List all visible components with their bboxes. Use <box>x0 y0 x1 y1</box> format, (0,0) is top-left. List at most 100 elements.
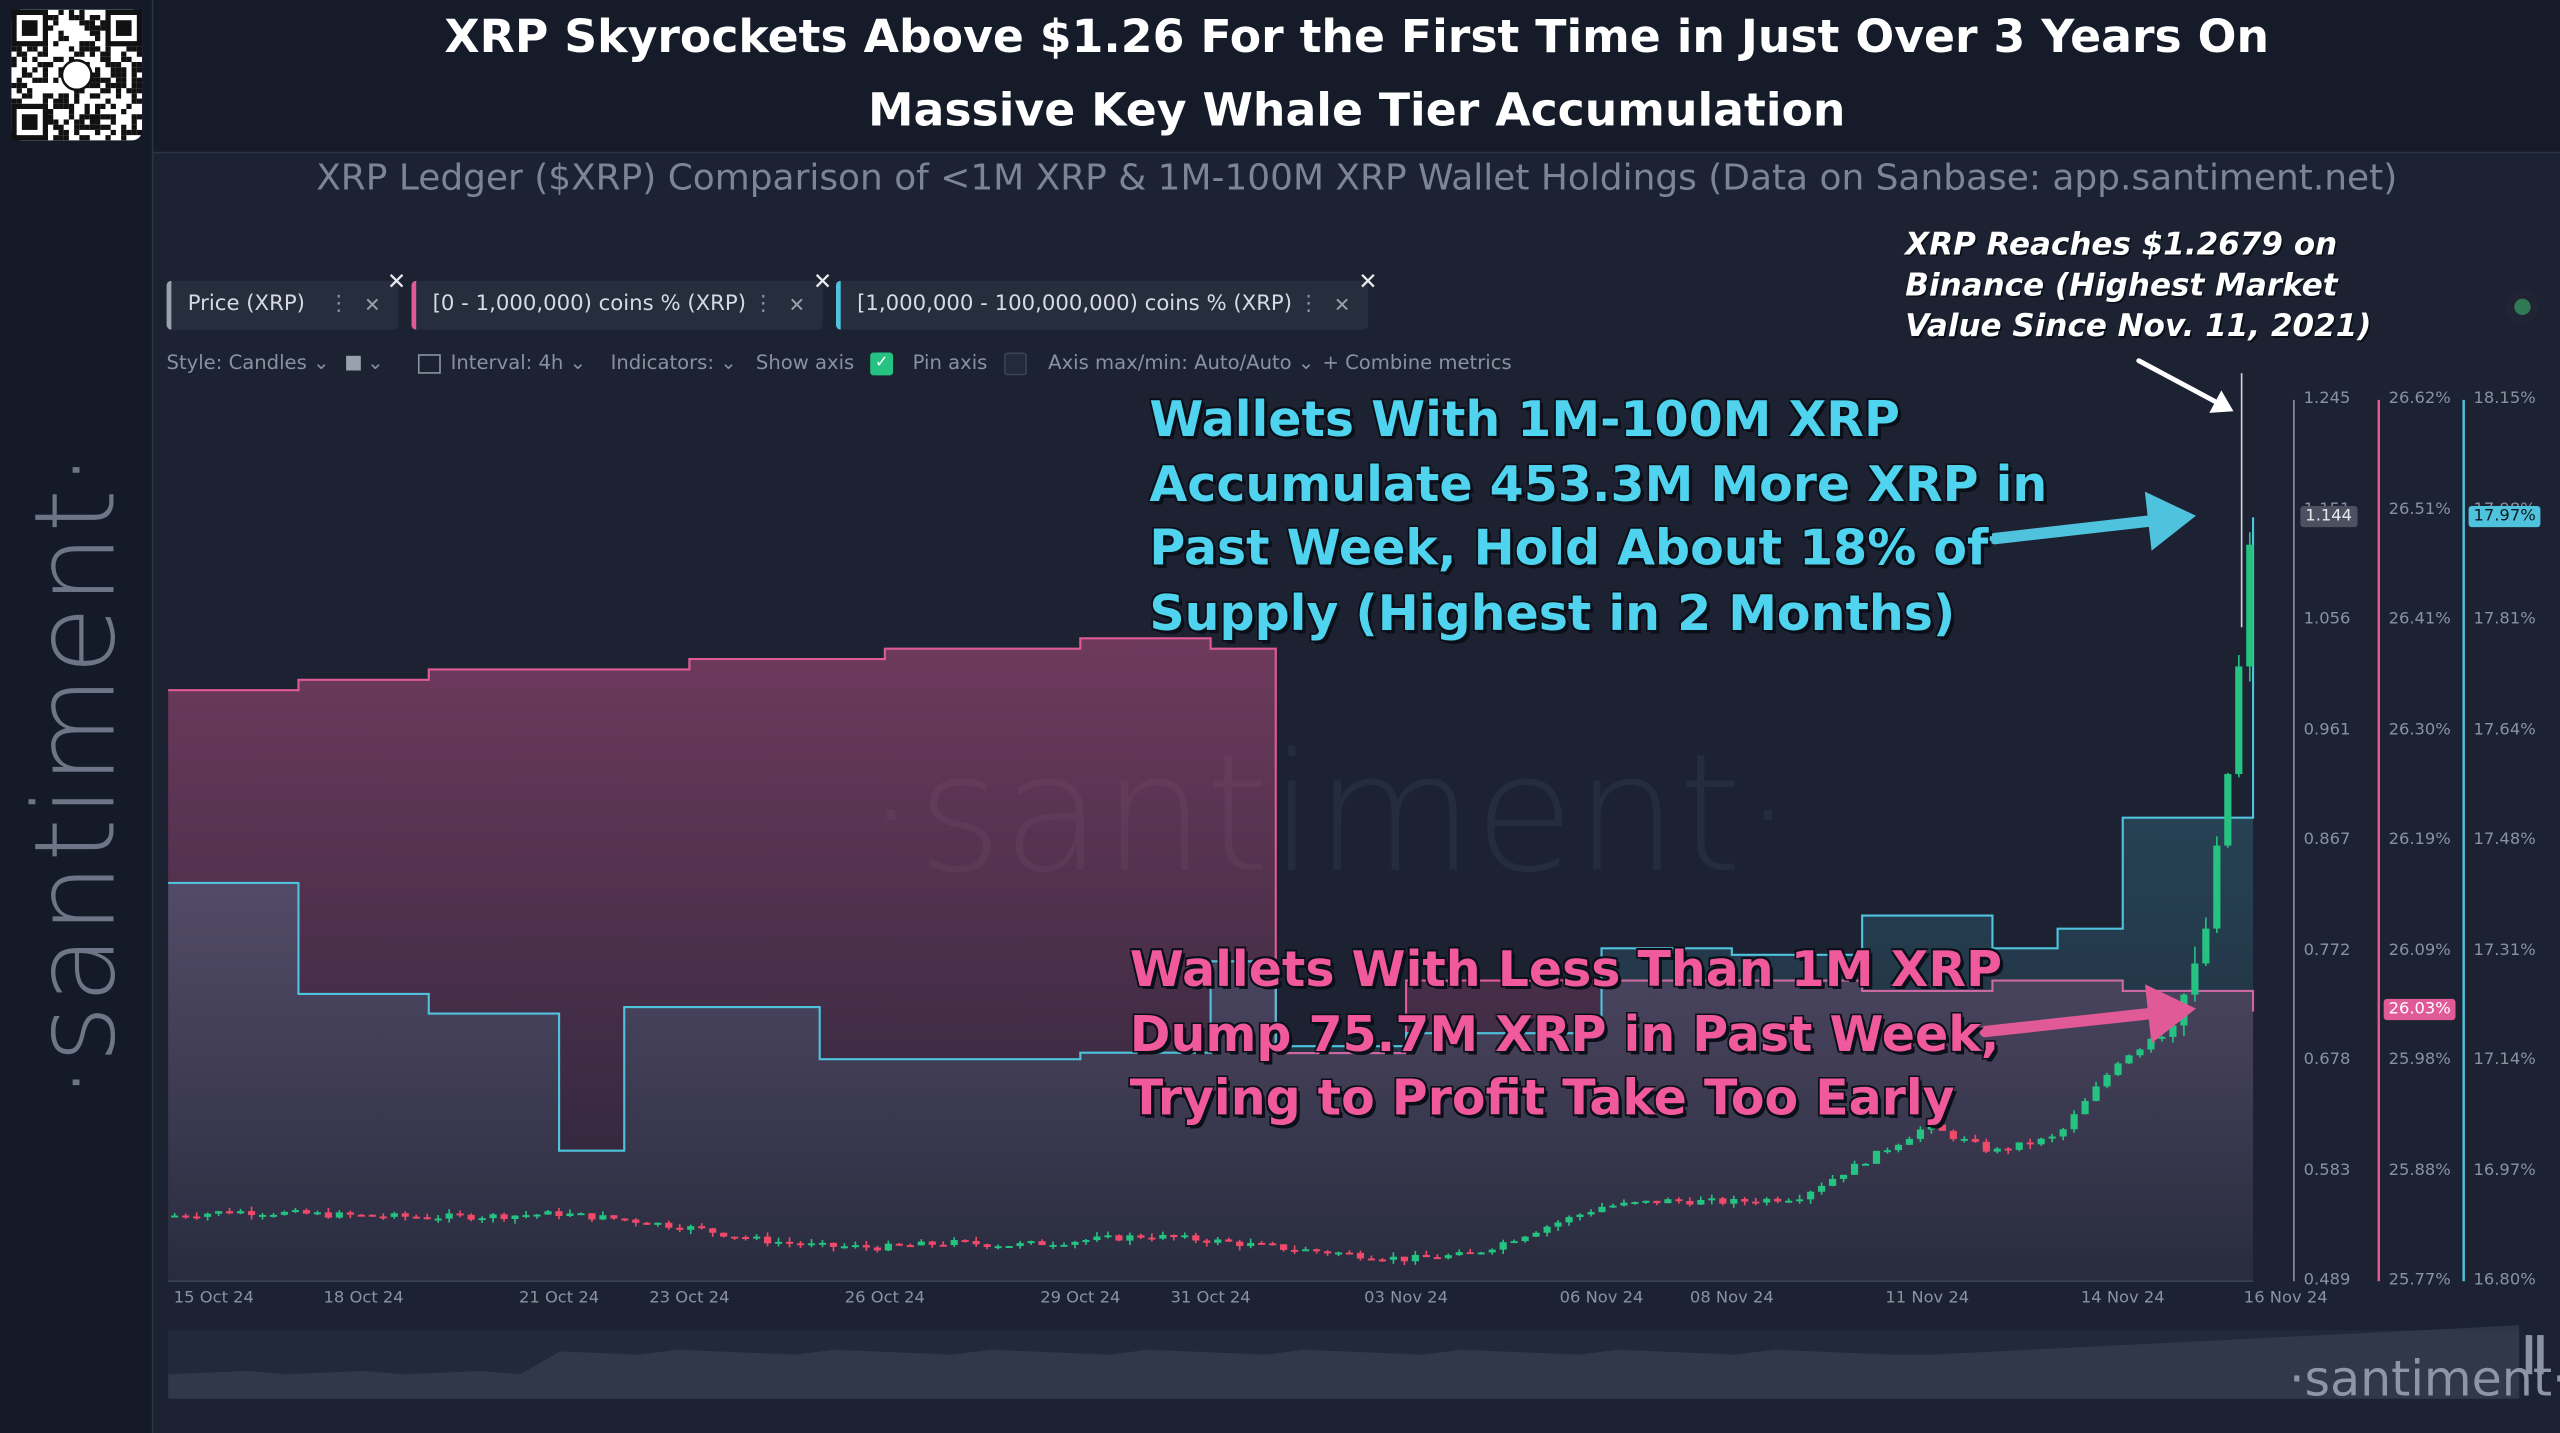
qr-module <box>58 56 64 63</box>
qr-module <box>79 15 85 21</box>
checkbox-icon[interactable] <box>1003 351 1027 375</box>
candle-body <box>1796 1199 1804 1202</box>
candle-body <box>467 1214 475 1220</box>
candle-body <box>1093 1236 1101 1241</box>
navigator-handle[interactable] <box>2537 1335 2544 1375</box>
navigator-area <box>168 1325 2520 1399</box>
show-axis-toggle[interactable]: Show axis ✓ <box>755 350 894 375</box>
qr-module <box>74 98 80 104</box>
candle-body <box>1894 1144 1903 1151</box>
qr-module <box>47 62 54 68</box>
chevron-down-icon: ⌄ <box>1297 350 1315 374</box>
candle-body <box>1060 1244 1068 1247</box>
qr-module <box>95 77 101 83</box>
price-axis-tick: 0.772 <box>2303 940 2351 959</box>
candle-body <box>1148 1237 1156 1240</box>
candle-body <box>2026 1142 2034 1145</box>
candle-body <box>1850 1163 1859 1175</box>
checkbox-checked-icon[interactable]: ✓ <box>870 351 894 375</box>
close-icon[interactable]: ✕ <box>813 269 833 296</box>
qr-module <box>74 15 80 21</box>
qr-module <box>42 51 48 57</box>
qr-module <box>79 88 85 94</box>
qr-module <box>136 129 143 136</box>
qr-module <box>84 20 90 26</box>
candle-body <box>687 1226 695 1230</box>
indicators-label: Indicators: <box>610 350 715 374</box>
qr-module <box>136 82 143 89</box>
chip-menu-icon[interactable]: ⋮ <box>1297 292 1320 317</box>
candle-body <box>1598 1206 1606 1213</box>
candle-body <box>412 1216 420 1219</box>
qr-module <box>121 67 127 73</box>
annotation-arrow-blue-head <box>2144 491 2196 551</box>
qr-module <box>110 129 116 136</box>
qr-module <box>89 25 96 31</box>
qr-module <box>68 109 75 115</box>
candle-body <box>1203 1240 1211 1243</box>
qr-module <box>89 51 96 57</box>
chip-menu-icon[interactable]: ⋮ <box>328 292 350 317</box>
qr-module <box>131 82 137 89</box>
qr-module <box>110 114 116 120</box>
small-axis-tick: 26.19% <box>2388 830 2451 849</box>
candle-body <box>1389 1256 1397 1260</box>
qr-module <box>37 51 43 57</box>
close-icon[interactable]: ✕ <box>386 269 407 296</box>
metric-chip-mid-holders[interactable]: [1,000,000 - 100,000,000) coins % (XRP) … <box>835 269 1378 330</box>
navigator-handle[interactable] <box>2525 1335 2533 1375</box>
chip-menu-icon[interactable]: ⋮ <box>752 292 774 317</box>
candle-body <box>544 1211 552 1215</box>
qr-module <box>95 72 101 78</box>
combine-metrics-button[interactable]: + Combine metrics <box>1322 351 1511 374</box>
qr-module <box>121 51 127 57</box>
candle-body <box>2147 1038 2155 1050</box>
candle-body <box>1049 1244 1057 1247</box>
qr-module <box>47 15 54 21</box>
color-select[interactable]: ⌄ <box>346 351 383 374</box>
axis-maxmin-select[interactable]: Axis max/min: Auto/Auto ⌄ <box>1048 351 1314 374</box>
candle-body <box>654 1222 662 1225</box>
indicators-select[interactable]: Indicators: ⌄ <box>611 351 737 374</box>
candle-body <box>1137 1235 1145 1238</box>
metric-chip-price[interactable]: Price (XRP) ⋮ ✕ ✕ <box>166 269 406 330</box>
mid-axis-tick: 17.81% <box>2473 610 2536 629</box>
show-axis-label: Show axis <box>755 350 855 374</box>
candle-body <box>1861 1163 1870 1166</box>
candle-body <box>1115 1235 1123 1241</box>
close-icon[interactable]: ✕ <box>1358 269 1378 296</box>
qr-module <box>126 88 132 94</box>
candle-body <box>1280 1244 1288 1250</box>
qr-module <box>21 72 28 78</box>
qr-module <box>115 72 122 78</box>
candle-body <box>1971 1138 1979 1142</box>
chip-remove-icon[interactable]: ✕ <box>1333 293 1351 317</box>
candle-body <box>939 1244 947 1247</box>
candle-body <box>1258 1242 1266 1245</box>
qr-module <box>89 114 96 120</box>
qr-module <box>100 20 106 26</box>
annotation-line: Supply (Highest in 2 Months) <box>1149 585 1956 643</box>
chip-remove-icon[interactable]: ✕ <box>364 293 381 317</box>
qr-module <box>63 135 69 141</box>
interval-select[interactable]: Interval: 4h ⌄ <box>417 351 586 374</box>
candle-body <box>610 1215 618 1219</box>
mid-axis-tick: 16.97% <box>2473 1161 2536 1180</box>
qr-module <box>79 124 85 130</box>
chevron-down-icon: ⌄ <box>720 350 737 374</box>
candle-body <box>533 1214 541 1217</box>
candle-body <box>720 1232 728 1237</box>
candle-body <box>1620 1202 1628 1206</box>
candle-body <box>1016 1243 1024 1247</box>
style-select[interactable]: Style: Candles ⌄ <box>167 351 330 374</box>
pin-axis-toggle[interactable]: Pin axis <box>913 351 1027 375</box>
candle-body <box>1587 1212 1595 1215</box>
qr-module <box>58 129 64 136</box>
metric-chip-small-holders[interactable]: [0 - 1,000,000) coins % (XRP) ⋮ ✕ ✕ <box>411 269 832 330</box>
qr-module <box>63 119 69 125</box>
chip-remove-icon[interactable]: ✕ <box>788 293 805 317</box>
qr-module <box>68 9 75 16</box>
candle-body <box>895 1243 903 1246</box>
qr-module <box>105 77 111 83</box>
